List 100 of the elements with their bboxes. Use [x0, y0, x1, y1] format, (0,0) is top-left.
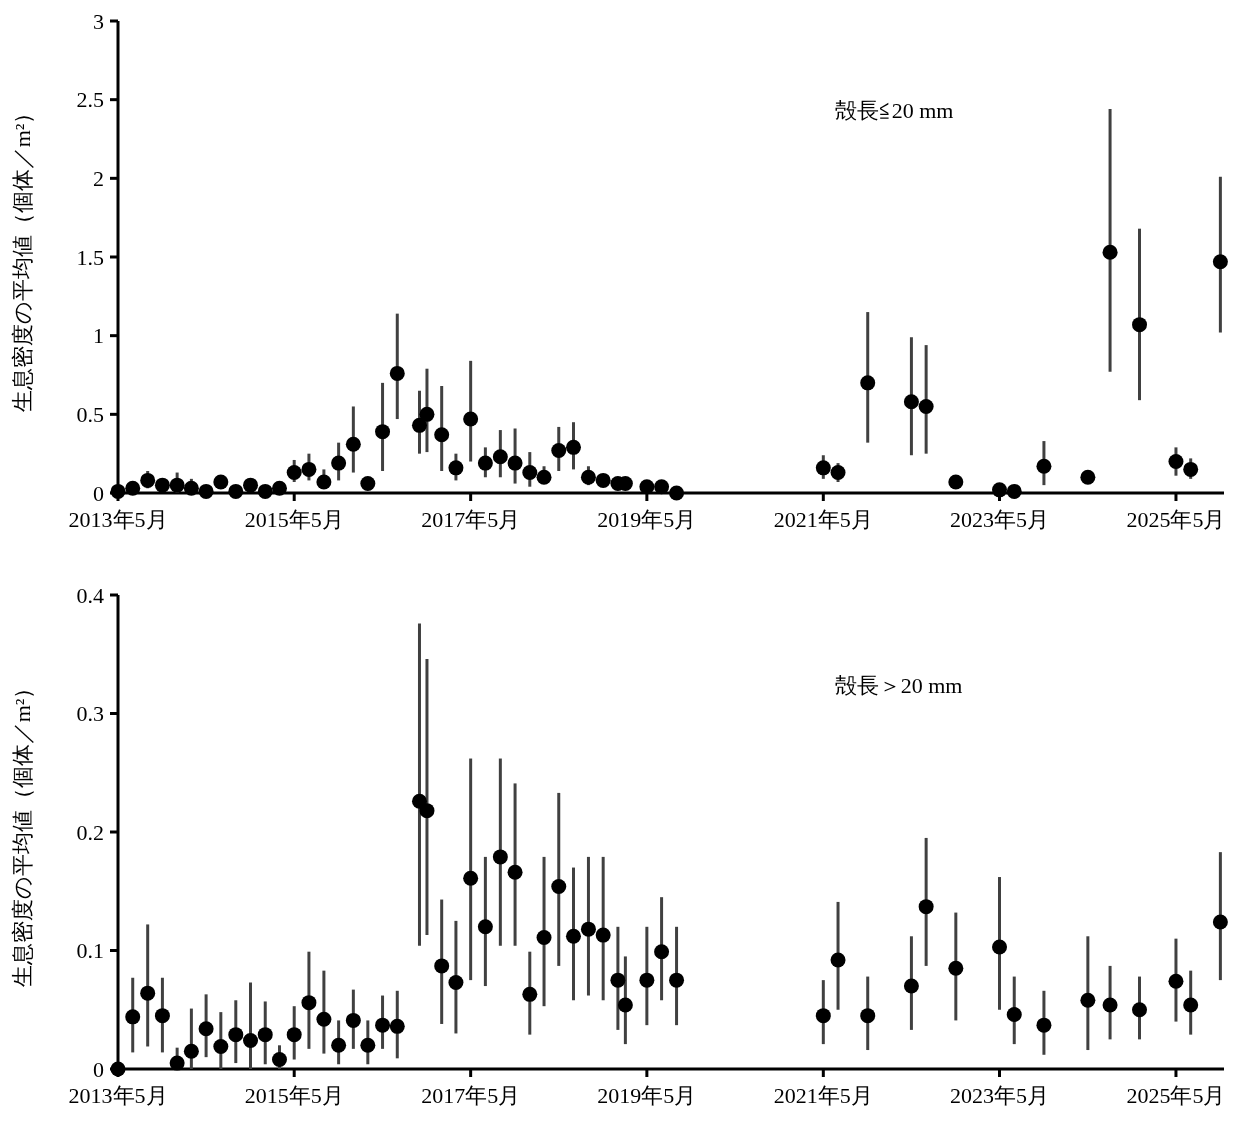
point: [345, 436, 361, 452]
point: [286, 1027, 302, 1043]
y-tick-label: 0.3: [76, 701, 104, 726]
point: [1212, 914, 1228, 930]
point: [411, 417, 427, 433]
point: [1006, 483, 1022, 499]
point: [434, 958, 450, 974]
point: [669, 972, 685, 988]
point: [522, 986, 538, 1002]
y-tick-label: 0.4: [76, 582, 104, 608]
y-axis-title: 生息密度の平均値（個体／m²）: [10, 676, 35, 988]
point: [1183, 461, 1199, 477]
point: [448, 975, 464, 990]
point: [580, 921, 596, 937]
point: [595, 927, 611, 943]
point: [154, 1008, 170, 1024]
point: [610, 972, 626, 988]
point: [345, 1012, 361, 1028]
y-tick-label: 0.5: [76, 401, 104, 427]
point: [830, 952, 846, 968]
y-tick-label: 0: [93, 1056, 104, 1082]
annotation: 殻長≦20 mm: [834, 98, 954, 124]
point: [154, 477, 170, 493]
point: [1168, 454, 1184, 470]
x-tick-label: 2013年5月: [68, 1083, 168, 1108]
point: [228, 483, 244, 499]
point: [992, 939, 1008, 955]
point: [243, 477, 259, 493]
point: [1080, 992, 1096, 1008]
point: [286, 465, 302, 481]
point: [948, 960, 964, 976]
point: [595, 472, 611, 488]
x-tick-label: 2019年5月: [597, 1083, 697, 1108]
point: [434, 427, 450, 443]
point: [198, 1021, 214, 1037]
x-tick-label: 2023年5月: [950, 507, 1050, 532]
point: [477, 455, 493, 471]
point: [257, 1027, 273, 1043]
point: [1102, 244, 1118, 260]
x-tick-label: 2015年5月: [244, 507, 344, 532]
point: [1132, 1002, 1148, 1018]
point: [639, 972, 655, 988]
point: [331, 455, 347, 471]
point: [860, 1008, 876, 1024]
x-tick-label: 2021年5月: [773, 507, 873, 532]
point: [228, 1027, 244, 1043]
point: [492, 849, 508, 865]
point: [213, 1038, 229, 1054]
x-tick-label: 2017年5月: [421, 507, 521, 532]
point: [301, 461, 317, 477]
point: [1168, 973, 1184, 989]
y-tick-label: 1: [93, 323, 104, 349]
point: [654, 479, 670, 495]
point: [565, 439, 581, 455]
point: [169, 477, 185, 493]
point: [903, 978, 919, 994]
point: [183, 1043, 199, 1059]
point: [389, 365, 405, 381]
y-tick-label: 2: [93, 165, 104, 191]
x-tick-label: 2021年5月: [773, 1083, 873, 1108]
point: [551, 443, 567, 459]
point: [815, 1008, 831, 1024]
point: [830, 465, 846, 481]
point: [536, 929, 552, 945]
point: [654, 944, 670, 960]
point: [492, 449, 508, 465]
point: [419, 803, 435, 819]
point: [507, 455, 523, 471]
point: [536, 469, 552, 485]
point: [316, 474, 332, 490]
y-tick-label: 0.2: [76, 819, 104, 845]
point: [448, 460, 464, 476]
point: [815, 460, 831, 476]
point: [992, 482, 1008, 498]
point: [301, 995, 317, 1011]
annotation: 殻長＞20 mm: [834, 672, 963, 698]
point: [316, 1011, 332, 1027]
point: [243, 1033, 259, 1049]
y-tick-label: 1.5: [76, 244, 104, 270]
point: [360, 1037, 376, 1053]
point: [140, 472, 156, 488]
point: [389, 1018, 405, 1034]
point: [169, 1055, 185, 1071]
x-tick-label: 2025年5月: [1126, 507, 1226, 532]
point: [669, 485, 685, 501]
y-axis-title: 生息密度の平均値（個体／m²）: [10, 101, 35, 413]
point: [419, 406, 435, 422]
point: [375, 424, 391, 440]
x-tick-label: 2019年5月: [597, 507, 697, 532]
x-tick-label: 2017年5月: [421, 1083, 521, 1108]
y-tick-label: 2.5: [76, 87, 104, 113]
point: [918, 398, 934, 414]
point: [918, 899, 934, 915]
point: [1006, 1006, 1022, 1022]
point: [271, 480, 287, 496]
x-tick-label: 2025年5月: [1126, 1083, 1226, 1108]
point: [1132, 317, 1148, 333]
point: [551, 879, 567, 895]
point: [1080, 469, 1096, 485]
point: [360, 476, 376, 492]
